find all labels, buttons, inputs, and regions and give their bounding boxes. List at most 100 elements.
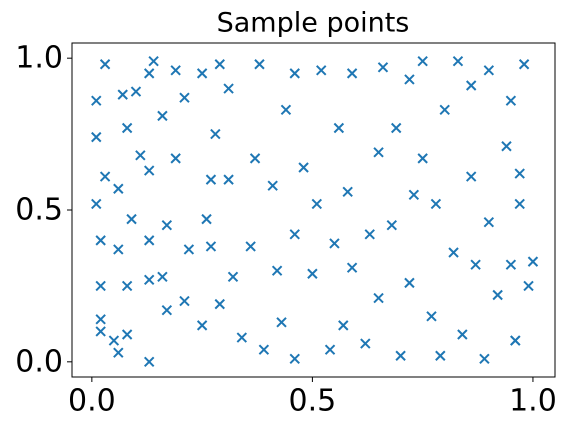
point — [373, 147, 384, 158]
point — [161, 219, 173, 231]
point — [505, 95, 517, 106]
x-tick-label: 0.5 — [289, 384, 337, 419]
y-tick-label: 0.5 — [15, 193, 63, 228]
point — [514, 198, 525, 210]
point — [130, 86, 142, 97]
point — [470, 259, 481, 270]
point — [435, 350, 446, 361]
point — [95, 326, 106, 337]
point — [492, 289, 503, 301]
point — [117, 89, 128, 100]
point — [271, 265, 283, 276]
point — [91, 198, 102, 210]
point — [404, 74, 415, 85]
point — [404, 277, 415, 289]
point — [245, 241, 256, 252]
y-tick-label: 1.0 — [15, 41, 63, 76]
point — [483, 216, 495, 228]
point — [143, 235, 155, 246]
point — [113, 244, 124, 255]
point — [143, 274, 155, 286]
point — [148, 56, 159, 67]
point — [249, 153, 261, 164]
point — [510, 335, 521, 346]
point — [161, 304, 173, 316]
point — [505, 259, 517, 270]
chart-title: Sample points — [217, 8, 410, 39]
point — [364, 229, 375, 240]
point — [316, 65, 327, 76]
point — [342, 186, 353, 197]
point — [329, 238, 340, 249]
point — [479, 353, 490, 364]
point — [280, 104, 292, 116]
point — [91, 131, 102, 143]
point — [91, 95, 102, 106]
point — [514, 168, 525, 179]
point — [426, 311, 437, 322]
point — [258, 344, 270, 355]
point — [170, 153, 181, 164]
point — [214, 298, 225, 310]
point — [386, 219, 398, 231]
point — [518, 59, 530, 70]
plot-frame — [71, 42, 556, 378]
point — [483, 65, 495, 76]
point — [276, 317, 287, 328]
point — [179, 92, 190, 103]
point — [205, 174, 217, 185]
point — [121, 122, 133, 134]
point — [179, 295, 190, 307]
point — [289, 353, 300, 364]
point — [338, 320, 349, 331]
point — [95, 235, 106, 246]
point — [95, 280, 106, 292]
x-tick-label: 1.0 — [509, 384, 557, 419]
point — [157, 110, 168, 122]
point — [311, 198, 323, 210]
point — [373, 292, 384, 304]
point — [170, 65, 181, 76]
point — [267, 180, 278, 191]
point — [196, 68, 208, 79]
point — [201, 213, 212, 225]
point — [143, 356, 155, 368]
point — [439, 104, 450, 116]
point — [108, 335, 120, 346]
point — [227, 271, 239, 283]
point — [223, 174, 234, 185]
point — [135, 150, 146, 161]
point — [417, 153, 428, 164]
point — [333, 122, 345, 134]
point — [289, 68, 300, 79]
point — [465, 80, 477, 91]
point — [298, 162, 309, 173]
point — [430, 198, 442, 210]
point — [223, 83, 234, 94]
point — [324, 344, 336, 355]
y-tick-label: 0.0 — [15, 344, 63, 379]
point — [254, 59, 265, 70]
point — [196, 320, 208, 331]
point — [210, 128, 221, 140]
point — [408, 189, 420, 201]
x-tick-label: 0.0 — [68, 384, 116, 419]
point — [95, 314, 106, 325]
point — [452, 56, 464, 67]
point — [448, 247, 459, 258]
point — [465, 171, 477, 182]
point — [457, 329, 468, 340]
point — [99, 171, 111, 182]
point — [205, 241, 217, 252]
point — [527, 256, 539, 267]
point — [99, 59, 111, 70]
point — [121, 280, 133, 292]
point — [126, 213, 137, 225]
point — [113, 183, 124, 194]
point — [307, 268, 318, 279]
point — [417, 56, 428, 67]
point — [236, 332, 248, 343]
point — [395, 350, 406, 361]
point — [501, 141, 512, 152]
